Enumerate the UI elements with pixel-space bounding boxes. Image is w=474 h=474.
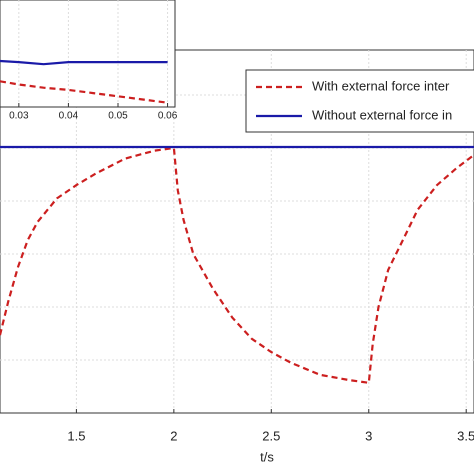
series-line <box>0 59 168 66</box>
legend-label: With external force inter <box>312 78 450 93</box>
plot-area <box>0 0 176 108</box>
legend-label: Without external force in <box>312 107 452 122</box>
x-tick-label: 3 <box>365 428 372 443</box>
x-tick-label: 0.05 <box>108 111 128 122</box>
x-tick-label: 2.5 <box>262 428 280 443</box>
x-tick-label: 0.06 <box>158 111 178 122</box>
x-tick-label: 1.5 <box>67 428 85 443</box>
x-tick-label: 2 <box>170 428 177 443</box>
inset-plot: 0.03 0.04 0.05 0.06 <box>0 0 178 122</box>
x-tick-label: 0.03 <box>9 111 29 122</box>
legend-box <box>245 69 474 133</box>
x-tick-label: 0.04 <box>59 111 79 122</box>
series-line <box>0 146 474 385</box>
x-axis-label: t/s <box>260 449 274 464</box>
main-plot: 1.5 2 2.5 3 3.5 t/s With external force inter W… <box>0 49 474 464</box>
x-tick-label: 3.5 <box>457 428 474 443</box>
series-line <box>0 80 168 104</box>
